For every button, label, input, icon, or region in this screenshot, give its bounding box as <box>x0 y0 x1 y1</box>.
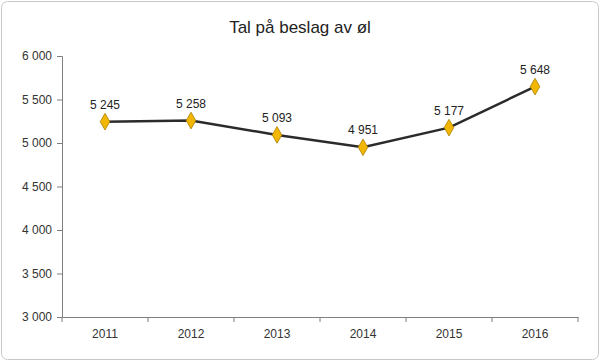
x-axis: 2011 2012 2013 2014 2015 2016 <box>63 317 579 341</box>
y-tick-label: 4 500 <box>22 180 52 194</box>
chart: Tal på beslag av øl 3 000 3 500 4 000 4 500 5… <box>0 0 600 361</box>
y-axis: 3 000 3 500 4 000 4 500 5 000 5 500 6 000 <box>22 49 63 324</box>
x-tick: 2012 <box>178 317 205 341</box>
x-separator <box>234 317 235 322</box>
y-tick-mark <box>57 187 62 188</box>
y-tick-mark <box>57 317 62 318</box>
y-tick: 3 500 <box>22 267 62 281</box>
data-label: 5 245 <box>90 98 120 112</box>
y-tick: 6 000 <box>22 49 62 63</box>
y-tick-mark <box>57 143 62 144</box>
y-tick: 5 500 <box>22 93 62 107</box>
x-separator <box>492 317 493 322</box>
y-tick: 3 000 <box>22 310 62 324</box>
chart-frame <box>2 2 599 360</box>
marker <box>358 139 368 156</box>
x-tick: 2015 <box>436 317 463 341</box>
line <box>105 87 535 148</box>
data-label: 5 648 <box>520 63 550 77</box>
data-labels: 5 245 5 258 5 093 4 951 5 177 5 648 <box>90 63 550 138</box>
y-tick-mark <box>57 100 62 101</box>
y-tick-label: 6 000 <box>22 49 52 63</box>
x-tick: 2011 <box>92 317 118 341</box>
data-label: 4 951 <box>348 123 378 137</box>
data-label: 5 093 <box>262 111 292 125</box>
y-tick-label: 4 000 <box>22 223 52 237</box>
y-tick-label: 3 000 <box>22 310 52 324</box>
y-tick-mark <box>57 274 62 275</box>
y-tick-label: 5 500 <box>22 93 52 107</box>
y-tick-label: 5 000 <box>22 136 52 150</box>
x-separator <box>406 317 407 322</box>
marker <box>530 78 540 95</box>
x-separator <box>148 317 149 322</box>
x-separator <box>578 317 579 322</box>
y-tick-label: 3 500 <box>22 267 52 281</box>
x-separator <box>320 317 321 322</box>
marker <box>100 113 110 130</box>
y-axis-line <box>57 57 63 318</box>
x-separators <box>62 317 578 322</box>
x-tick-label: 2011 <box>92 327 118 341</box>
x-separator <box>62 317 63 322</box>
marker <box>186 112 196 129</box>
data-label: 5 177 <box>434 104 464 118</box>
x-tick-label: 2016 <box>522 327 549 341</box>
data-label: 5 258 <box>176 97 206 111</box>
y-tick-mark <box>57 56 62 57</box>
y-tick-mark <box>57 230 62 231</box>
x-tick: 2016 <box>522 317 549 341</box>
plot-area <box>100 78 540 155</box>
x-tick-label: 2013 <box>264 327 291 341</box>
x-tick-label: 2015 <box>436 327 463 341</box>
marker <box>444 119 454 136</box>
title: Tal på beslag av øl <box>229 18 371 37</box>
x-tick: 2013 <box>264 317 291 341</box>
x-tick-label: 2012 <box>178 327 205 341</box>
y-tick: 4 000 <box>22 223 62 237</box>
y-tick: 5 000 <box>22 136 62 150</box>
y-tick: 4 500 <box>22 180 62 194</box>
x-tick-label: 2014 <box>350 327 377 341</box>
x-tick: 2014 <box>350 317 377 341</box>
marker <box>272 127 282 144</box>
